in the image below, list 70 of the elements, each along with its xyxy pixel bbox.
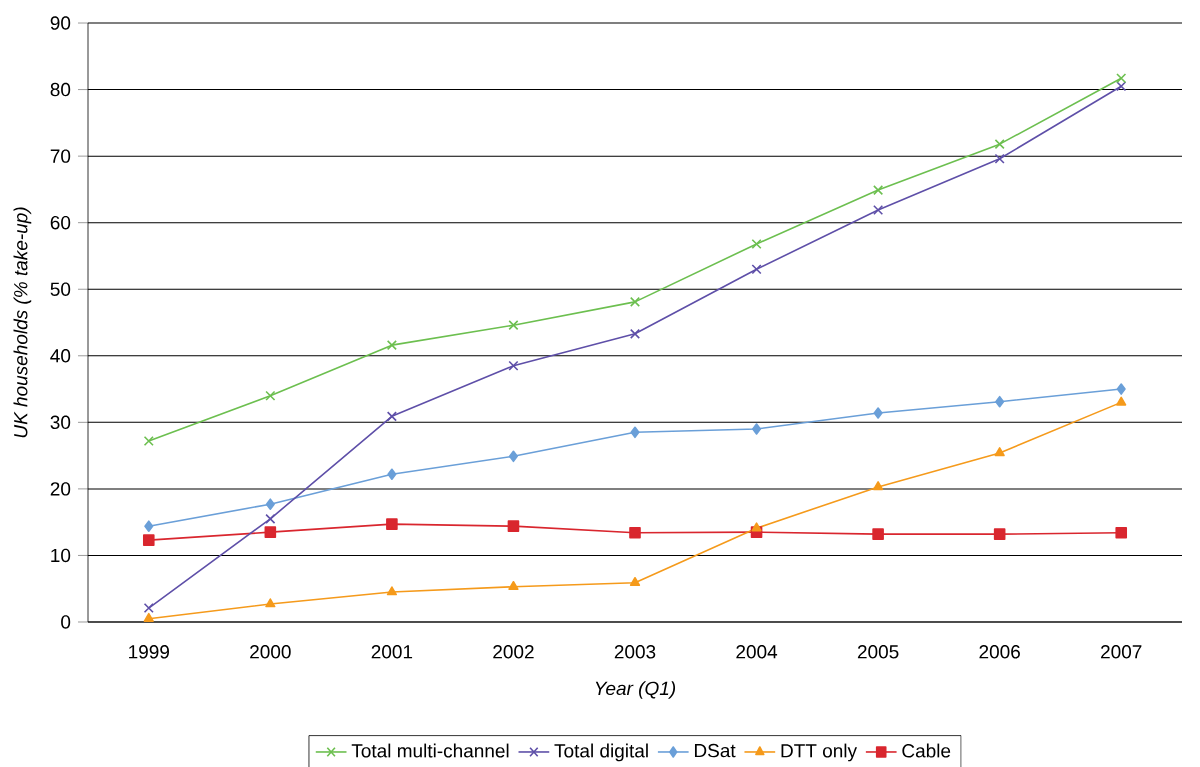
point [386, 411, 397, 422]
point [143, 602, 154, 614]
legend-label: DSat [694, 743, 736, 758]
x-tick-label: 2001 [371, 645, 413, 659]
point [265, 390, 276, 401]
point [507, 520, 520, 532]
y-tick-label: 20 [50, 482, 71, 496]
point [873, 205, 884, 216]
y-tick-label: 70 [50, 149, 71, 163]
point [994, 139, 1005, 150]
point [1116, 73, 1127, 84]
point [751, 264, 762, 275]
point [873, 185, 884, 196]
point [994, 153, 1005, 164]
x-tick-label: 1999 [129, 645, 169, 659]
point [630, 426, 640, 439]
x-tick-label: 2007 [1101, 645, 1142, 659]
point [387, 468, 397, 481]
point [1116, 81, 1127, 92]
point [994, 447, 1005, 457]
point [629, 296, 641, 307]
point [873, 407, 883, 419]
legend-label: Total digital [554, 743, 648, 762]
y-tick-label: 80 [50, 82, 71, 97]
y-tick-label: 0 [61, 615, 71, 629]
point [752, 423, 762, 435]
point [508, 580, 519, 591]
point [386, 518, 398, 530]
point [751, 522, 762, 532]
point [508, 320, 519, 331]
point [995, 395, 1005, 408]
point [751, 238, 762, 250]
point [872, 481, 884, 491]
y-tick-label: 30 [50, 415, 71, 430]
point [1116, 383, 1126, 395]
point [386, 586, 398, 596]
point [872, 528, 884, 540]
point [629, 527, 641, 539]
point [629, 328, 641, 339]
x-tick-label: 2003 [614, 645, 656, 659]
y-axis-title: UK households (% take-up) [13, 207, 32, 438]
y-tick-label: 10 [51, 548, 71, 563]
point [143, 435, 154, 447]
y-tick-label: 40 [50, 349, 71, 363]
legend-label: DTT only [781, 743, 857, 762]
point [993, 528, 1006, 540]
point [386, 340, 397, 351]
y-tick-label: 60 [50, 215, 71, 230]
x-tick-label: 2000 [250, 645, 291, 659]
x-tick-label: 2005 [857, 645, 899, 659]
legend-label: Cable [902, 743, 951, 758]
x-tick-label: 2002 [493, 645, 534, 659]
x-tick-label: 2004 [736, 645, 778, 659]
point [142, 534, 155, 546]
point [508, 450, 518, 463]
point [265, 498, 275, 510]
point [1115, 527, 1128, 539]
point [264, 526, 277, 538]
x-tick-label: 2006 [979, 645, 1020, 659]
point [1116, 396, 1127, 406]
point [265, 598, 276, 608]
y-tick-label: 90 [50, 16, 71, 30]
legend-label: Total multi-channel [351, 743, 509, 758]
point [629, 576, 641, 587]
y-tick-label: 50 [50, 282, 71, 296]
point [265, 513, 276, 524]
point [143, 612, 154, 622]
point [508, 360, 519, 371]
x-axis-title: Year (Q1) [595, 681, 676, 699]
point [144, 520, 154, 532]
